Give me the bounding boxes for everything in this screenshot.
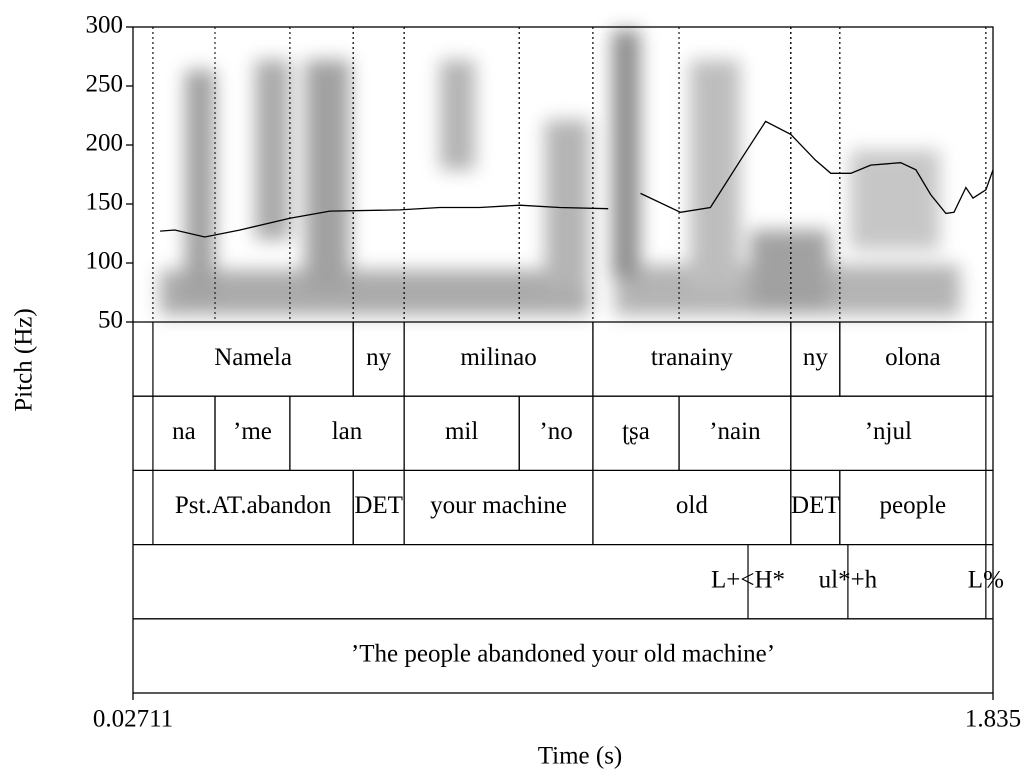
interval-label: lan bbox=[332, 418, 363, 445]
y-tick-label: 100 bbox=[86, 248, 124, 275]
interval-label: tranainy bbox=[651, 344, 733, 371]
interval-label: ’nain bbox=[709, 418, 761, 445]
y-tick-label: 250 bbox=[86, 71, 124, 98]
interval-label: old bbox=[676, 492, 708, 519]
interval-label: olona bbox=[885, 344, 941, 371]
interval-label: ’The people abandoned your old machine’ bbox=[351, 641, 775, 668]
interval-label: your machine bbox=[430, 492, 567, 519]
y-tick-label: 50 bbox=[98, 307, 123, 334]
point-label: L% bbox=[968, 566, 1004, 593]
interval-label: DET bbox=[354, 492, 403, 519]
y-tick-label: 200 bbox=[86, 130, 124, 157]
interval-label: mil bbox=[445, 418, 478, 445]
interval-label: ny bbox=[803, 344, 829, 371]
x-tick-label: 0.02711 bbox=[93, 706, 173, 733]
interval-label: DET bbox=[791, 492, 840, 519]
y-axis-label: Pitch (Hz) bbox=[11, 308, 38, 411]
spectrogram bbox=[160, 30, 960, 315]
interval-label: milinao bbox=[460, 344, 536, 371]
point-label: L+<H* bbox=[711, 566, 785, 593]
y-tick-label: 150 bbox=[86, 189, 124, 216]
interval-label: ny bbox=[366, 344, 392, 371]
x-axis-label: Time (s) bbox=[538, 743, 623, 770]
interval-label: Namela bbox=[214, 344, 292, 371]
y-tick-label: 300 bbox=[86, 12, 124, 39]
point-label: ul*+h bbox=[819, 566, 878, 593]
interval-label: Pst.AT.abandon bbox=[175, 492, 332, 519]
interval-label: ʈʂa bbox=[622, 418, 650, 445]
interval-label: ’me bbox=[233, 418, 272, 445]
interval-label: ’no bbox=[539, 418, 572, 445]
interval-label: people bbox=[880, 492, 947, 519]
x-tick-label: 1.835 bbox=[965, 706, 1021, 733]
pitch-line bbox=[160, 120, 994, 238]
interval-label: ’njul bbox=[865, 418, 912, 445]
plot-frame bbox=[132, 26, 994, 694]
interval-label: na bbox=[172, 418, 196, 445]
